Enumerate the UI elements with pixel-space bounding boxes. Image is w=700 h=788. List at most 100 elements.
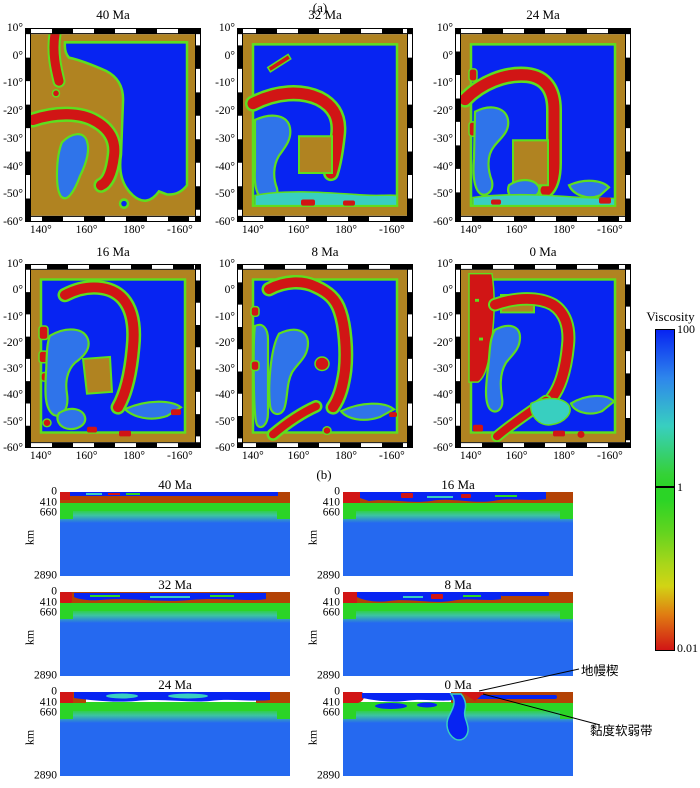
y-tick-label: -10° xyxy=(3,77,23,90)
depth-tick-label: 2890 xyxy=(34,569,57,582)
y-tick-label: 10° xyxy=(6,22,23,34)
depth-tick-label: 0 xyxy=(51,585,57,598)
y-tick-label: -30° xyxy=(433,363,453,376)
section-16ma xyxy=(343,492,573,576)
depth-tick-label: 660 xyxy=(39,506,57,519)
y-tick-label: -60° xyxy=(3,215,23,228)
depth-tick-label: 660 xyxy=(322,506,340,519)
y-tick-label: -40° xyxy=(433,389,453,402)
depth-tick-label: 410 xyxy=(39,596,57,609)
map-xaxis-40ma: 140° 160° 180° -160° xyxy=(25,224,201,238)
map-yaxis-0ma: 10° 0° -10° -20° -30° -40° -50° -60° xyxy=(427,257,453,455)
depth-tick-label: 0 xyxy=(51,685,57,698)
depth-tick-label: 0 xyxy=(334,485,340,498)
y-tick-label: -10° xyxy=(215,310,235,323)
depth-tick-label: 2890 xyxy=(34,769,57,782)
y-tick-label: -20° xyxy=(433,336,453,349)
colorbar-middle-tick xyxy=(655,486,675,488)
depth-tick-label: 660 xyxy=(39,606,57,619)
section-title-8ma: 8 Ma xyxy=(444,577,472,592)
section-40ma xyxy=(60,492,290,576)
map-8ma xyxy=(237,264,413,448)
colorbar-title: Viscosity xyxy=(646,309,695,324)
y-tick-label: -60° xyxy=(3,441,23,454)
section-axis-label-16ma: km xyxy=(305,529,320,546)
colorbar-tick-100: 100 xyxy=(677,322,695,336)
x-tick-label: 180° xyxy=(553,224,576,236)
y-tick-label: -20° xyxy=(3,105,23,118)
x-tick-label: 140° xyxy=(29,224,52,236)
y-tick-label: -50° xyxy=(433,415,453,428)
y-tick-label: 0° xyxy=(442,49,453,62)
map-yaxis-24ma: 10° 0° -10° -20° -30° -40° -50° -60° xyxy=(427,21,453,229)
y-tick-label: 0° xyxy=(224,49,235,62)
section-axis-label-0ma: km xyxy=(305,729,320,746)
x-tick-label: 140° xyxy=(241,224,264,236)
y-tick-label: -50° xyxy=(3,188,23,201)
colorbar-tick-1: 1 xyxy=(677,480,683,494)
y-tick-label: -60° xyxy=(433,441,453,454)
y-tick-label: -60° xyxy=(433,215,453,228)
y-tick-label: -50° xyxy=(433,188,453,201)
section-24ma xyxy=(60,692,290,776)
section-0ma xyxy=(343,692,573,776)
y-tick-label: -30° xyxy=(3,363,23,376)
y-tick-label: -30° xyxy=(3,132,23,145)
y-tick-label: -20° xyxy=(433,105,453,118)
x-tick-label: 180° xyxy=(553,450,576,462)
depth-tick-label: 0 xyxy=(51,485,57,498)
y-tick-label: 0° xyxy=(442,284,453,297)
depth-tick-label: 660 xyxy=(322,706,340,719)
map-title-24ma: 24 Ma xyxy=(526,7,560,22)
map-32ma xyxy=(237,28,413,222)
depth-tick-label: 410 xyxy=(322,696,340,709)
map-0ma xyxy=(455,264,631,448)
depth-tick-label: 2890 xyxy=(317,669,340,682)
x-tick-label: -160° xyxy=(597,450,623,462)
section-depth-axis-16ma: 0 410 660 2890 xyxy=(306,486,340,582)
depth-tick-label: 0 xyxy=(334,685,340,698)
section-depth-axis-0ma: 0 410 660 2890 xyxy=(306,686,340,782)
map-title-40ma: 40 Ma xyxy=(96,7,130,22)
y-tick-label: -40° xyxy=(215,160,235,173)
y-tick-label: 10° xyxy=(436,258,453,270)
section-depth-axis-40ma: 0 410 660 2890 xyxy=(23,486,57,582)
section-title-40ma: 40 Ma xyxy=(158,477,192,492)
depth-tick-label: 660 xyxy=(322,606,340,619)
section-8ma xyxy=(343,592,573,676)
y-tick-label: -40° xyxy=(215,389,235,402)
map-title-32ma: 32 Ma xyxy=(308,7,342,22)
map-title-8ma: 8 Ma xyxy=(311,244,339,259)
map-xaxis-0ma: 140° 160° 180° -160° xyxy=(455,450,631,464)
map-title-0ma: 0 Ma xyxy=(529,244,557,259)
y-tick-label: -50° xyxy=(215,188,235,201)
y-tick-label: -60° xyxy=(215,441,235,454)
section-depth-axis-8ma: 0 410 660 2890 xyxy=(306,586,340,682)
depth-tick-label: 660 xyxy=(39,706,57,719)
depth-tick-label: 0 xyxy=(334,585,340,598)
y-tick-label: -10° xyxy=(215,77,235,90)
y-tick-label: -30° xyxy=(215,363,235,376)
y-tick-label: -10° xyxy=(433,310,453,323)
map-40ma xyxy=(25,28,201,222)
section-axis-label-32ma: km xyxy=(22,629,37,646)
y-tick-label: -20° xyxy=(215,105,235,118)
depth-tick-label: 410 xyxy=(39,496,57,509)
map-16ma xyxy=(25,264,201,448)
section-axis-label-40ma: km xyxy=(22,529,37,546)
y-tick-label: -10° xyxy=(3,310,23,323)
x-tick-label: 180° xyxy=(335,450,358,462)
y-tick-label: -40° xyxy=(3,160,23,173)
x-tick-label: -160° xyxy=(167,450,193,462)
map-title-16ma: 16 Ma xyxy=(96,244,130,259)
section-title-24ma: 24 Ma xyxy=(158,677,192,692)
x-tick-label: 160° xyxy=(75,224,98,236)
depth-tick-label: 410 xyxy=(322,496,340,509)
y-tick-label: -30° xyxy=(433,132,453,145)
y-tick-label: -20° xyxy=(3,336,23,349)
x-tick-label: 160° xyxy=(505,450,528,462)
map-yaxis-32ma: 10° 0° -10° -20° -30° -40° -50° -60° xyxy=(209,21,235,229)
y-tick-label: 10° xyxy=(436,22,453,34)
y-tick-label: 0° xyxy=(12,49,23,62)
